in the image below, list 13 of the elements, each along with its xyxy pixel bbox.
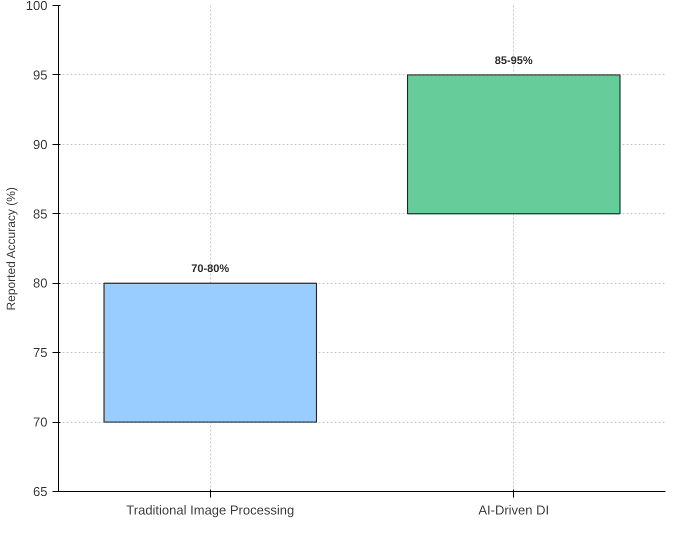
y-tick-label: 85 bbox=[33, 206, 48, 222]
y-tick-label: 95 bbox=[33, 67, 48, 82]
y-tick-label: 90 bbox=[33, 136, 48, 152]
y-tick-label: 65 bbox=[33, 484, 48, 499]
y-tick-label: 70 bbox=[33, 414, 48, 430]
y-axis-title: Reported Accuracy (%) bbox=[4, 187, 18, 311]
y-tick-label: 80 bbox=[33, 276, 48, 291]
x-tick-label: Traditional Image Processing bbox=[126, 502, 294, 518]
y-tick-label: 75 bbox=[33, 345, 48, 360]
x-tick-label: AI-Driven DI bbox=[478, 502, 550, 518]
y-tick-label: 100 bbox=[26, 0, 48, 13]
annotation: 70-80% bbox=[191, 263, 230, 276]
annotation: 85-95% bbox=[494, 54, 533, 67]
